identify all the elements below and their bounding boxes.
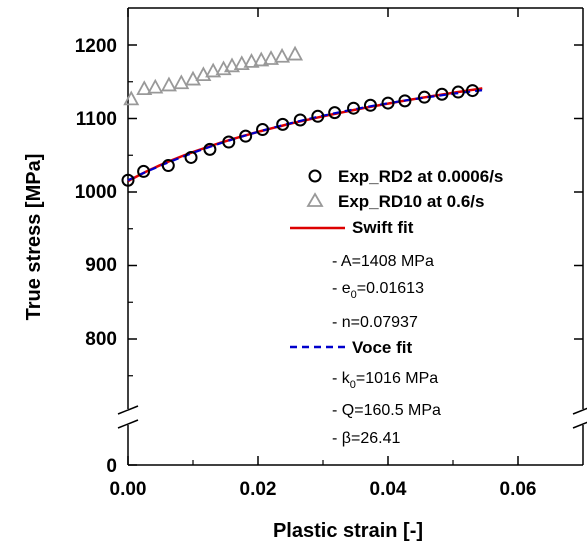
legend-label-exp-rd2: Exp_RD2 at 0.0006/s <box>338 167 503 186</box>
x-tick-label: 0.06 <box>500 479 537 500</box>
exp-rd10-point <box>287 45 304 61</box>
y-axis-break-gap-left <box>120 409 136 425</box>
axis-break-mark <box>117 419 139 429</box>
x-tick-label: 0.00 <box>110 479 147 500</box>
exp-rd10-point <box>243 53 260 68</box>
exp-rd10-point <box>223 57 241 73</box>
x-tick-label: 0.04 <box>370 479 407 500</box>
exp-rd2-point <box>451 85 465 99</box>
exp-rd10-point <box>173 74 190 90</box>
voce-param-k0-name: - k <box>332 370 351 387</box>
axis-break-mark <box>572 407 587 415</box>
y-tick-label: 1000 <box>75 182 117 203</box>
voce-param-q: - Q=160.5 MPa <box>332 402 441 419</box>
legend-label-voce: Voce fit <box>352 338 412 357</box>
voce-param-beta: - β=26.41 <box>332 430 400 447</box>
exp-rd2-point <box>161 159 175 173</box>
y-tick-label: 1200 <box>75 36 117 57</box>
y-tick-label: 800 <box>85 329 117 350</box>
voce-param-k0-sub: 0 <box>350 379 356 391</box>
swift-param-e0-name: - e <box>332 280 351 297</box>
swift-param-a: - A=1408 MPa <box>332 253 434 270</box>
exp-rd10-point <box>205 62 222 78</box>
legend-label-swift: Swift fit <box>352 218 414 237</box>
exp-rd2-point <box>398 94 412 108</box>
y-axis-break-gap-right <box>575 409 587 425</box>
exp-rd2-point <box>328 106 342 120</box>
y-tick-label: 0 <box>106 456 117 477</box>
legend-triangle-marker <box>306 192 324 207</box>
exp-rd2-point <box>137 164 151 178</box>
exp-rd10-point <box>262 50 280 65</box>
voce-param-k0: - k0=1016 MPa <box>332 370 438 391</box>
legend-circle-marker <box>308 169 322 183</box>
exp-rd10-point <box>253 51 270 67</box>
axis-break-mark <box>117 405 139 415</box>
exp-rd2-point <box>203 142 217 156</box>
exp-rd2-point <box>417 90 431 104</box>
exp-rd2-point <box>293 113 307 127</box>
exp-rd2-point <box>184 150 198 164</box>
exp-rd2-point <box>256 123 270 137</box>
exp-rd2-point <box>363 98 377 112</box>
swift-param-e0-sub: 0 <box>351 289 357 301</box>
data-markers <box>121 45 479 187</box>
exp-rd10-point <box>123 90 140 106</box>
swift-param-e0-value: =0.01613 <box>357 280 424 297</box>
exp-rd2-point <box>347 101 361 115</box>
x-tick-label: 0.02 <box>240 479 277 500</box>
exp-rd10-point <box>184 70 202 86</box>
exp-rd10-point <box>136 80 153 95</box>
exp-rd2-point <box>239 129 253 143</box>
exp-rd2-point <box>121 173 135 187</box>
legend: Exp_RD2 at 0.0006/s Exp_RD10 at 0.6/s Sw… <box>290 167 503 447</box>
voce-param-k0-value: =1016 MPa <box>356 370 438 387</box>
exp-rd2-point <box>435 87 449 101</box>
axis-break-mark <box>572 421 587 429</box>
swift-param-e0: - e0=0.01613 <box>332 280 424 301</box>
legend-label-exp-rd10: Exp_RD10 at 0.6/s <box>338 192 484 211</box>
exp-rd10-point <box>274 47 291 63</box>
exp-rd2-point <box>466 84 479 98</box>
exp-rd10-point <box>195 66 212 82</box>
exp-rd2-point <box>311 109 325 123</box>
exp-rd10-point <box>160 76 177 92</box>
y-tick-label: 1100 <box>76 109 117 130</box>
exp-rd10-point <box>147 78 164 94</box>
swift-param-n: - n=0.07937 <box>332 314 418 331</box>
tick-marks <box>127 8 583 466</box>
exp-rd2-point <box>222 135 236 149</box>
x-axis-title: Plastic strain [-] <box>273 520 423 542</box>
y-axis-title: True stress [MPa] <box>23 154 45 321</box>
exp-rd2-point <box>381 96 395 110</box>
y-tick-label: 900 <box>85 255 117 276</box>
exp-rd10-point <box>233 55 250 71</box>
exp-rd2-point <box>276 117 290 131</box>
